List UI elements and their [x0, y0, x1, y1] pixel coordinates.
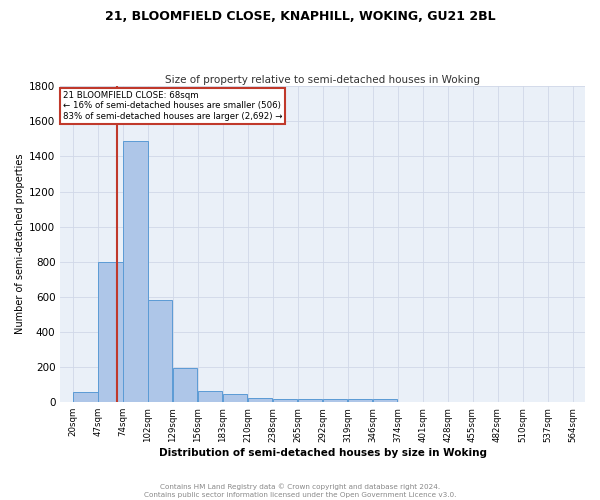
- Bar: [373, 398, 397, 402]
- Bar: [223, 394, 247, 402]
- Text: 21 BLOOMFIELD CLOSE: 68sqm
← 16% of semi-detached houses are smaller (506)
83% o: 21 BLOOMFIELD CLOSE: 68sqm ← 16% of semi…: [63, 91, 283, 121]
- Text: 21, BLOOMFIELD CLOSE, KNAPHILL, WOKING, GU21 2BL: 21, BLOOMFIELD CLOSE, KNAPHILL, WOKING, …: [104, 10, 496, 23]
- Title: Size of property relative to semi-detached houses in Woking: Size of property relative to semi-detach…: [165, 76, 480, 86]
- Bar: [173, 368, 197, 402]
- Bar: [123, 140, 148, 402]
- Bar: [273, 398, 298, 402]
- Bar: [323, 398, 347, 402]
- Bar: [248, 398, 272, 402]
- Bar: [98, 262, 122, 402]
- Bar: [298, 398, 322, 402]
- Bar: [198, 391, 223, 402]
- Bar: [148, 300, 172, 402]
- X-axis label: Distribution of semi-detached houses by size in Woking: Distribution of semi-detached houses by …: [158, 448, 487, 458]
- Y-axis label: Number of semi-detached properties: Number of semi-detached properties: [15, 154, 25, 334]
- Bar: [73, 392, 98, 402]
- Bar: [348, 398, 373, 402]
- Text: Contains HM Land Registry data © Crown copyright and database right 2024.
Contai: Contains HM Land Registry data © Crown c…: [144, 484, 456, 498]
